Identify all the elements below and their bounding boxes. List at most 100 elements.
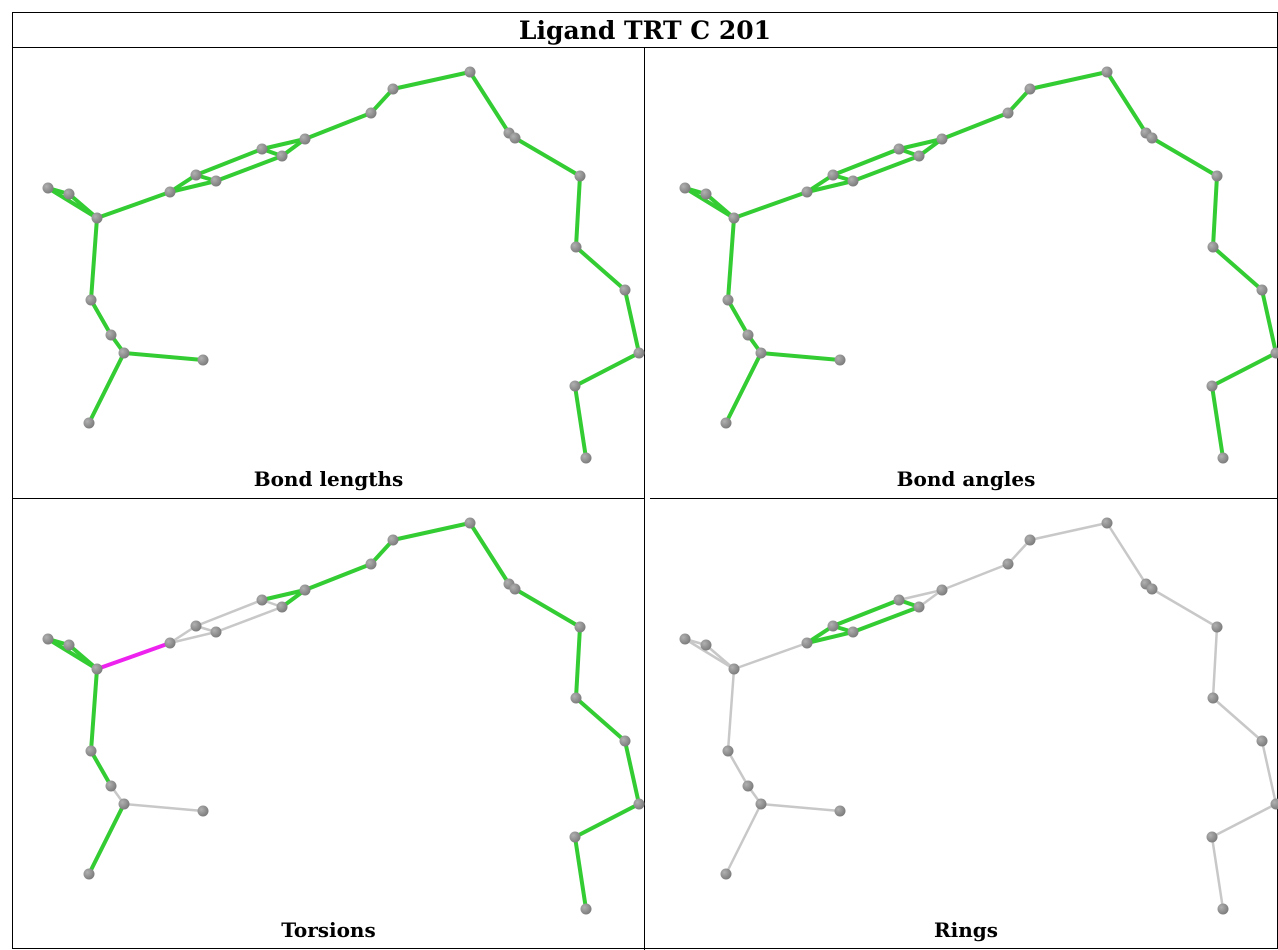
bond-ok: [515, 138, 580, 176]
bond-ok: [515, 589, 580, 627]
atom: [191, 170, 202, 181]
atom: [257, 144, 268, 155]
atom: [571, 242, 582, 253]
atom: [300, 585, 311, 596]
atom: [277, 602, 288, 613]
atom: [300, 134, 311, 145]
atom: [86, 295, 97, 306]
atom: [802, 638, 813, 649]
atom: [86, 746, 97, 757]
bond-ok: [853, 607, 919, 632]
atom: [723, 295, 734, 306]
bond-ok: [393, 523, 470, 540]
bond-ok: [706, 194, 734, 218]
bond-none: [196, 600, 262, 626]
atom: [1212, 622, 1223, 633]
atom: [729, 664, 740, 675]
figure-table: Ligand TRT C 201 Bond lengths Bond angle…: [12, 12, 1278, 949]
bond-none: [1213, 698, 1262, 741]
atom: [575, 171, 586, 182]
atom: [620, 736, 631, 747]
bond-none: [124, 804, 203, 811]
atom: [465, 518, 476, 529]
atom: [701, 189, 712, 200]
panel-caption-rings: Rings: [650, 918, 1278, 942]
bond-ok: [575, 353, 639, 386]
atom: [828, 170, 839, 181]
atom: [64, 640, 75, 651]
bond-ok: [728, 300, 748, 335]
atom: [92, 664, 103, 675]
bond-ok: [575, 804, 639, 837]
bond-ok: [1212, 353, 1276, 386]
bond-outlier: [97, 643, 170, 669]
bond-ok: [576, 698, 625, 741]
atom: [64, 189, 75, 200]
bond-ok: [576, 176, 580, 247]
panel-bond-lengths: Bond lengths: [13, 48, 645, 499]
bond-ok: [1152, 138, 1217, 176]
bond-none: [942, 564, 1008, 590]
panel-caption-bond-lengths: Bond lengths: [13, 467, 644, 491]
atom: [743, 330, 754, 341]
atom: [570, 381, 581, 392]
bond-none: [1152, 589, 1217, 627]
bond-none: [726, 804, 761, 874]
bond-ok: [89, 804, 124, 874]
atom: [1212, 171, 1223, 182]
atom: [729, 213, 740, 224]
atom: [366, 108, 377, 119]
bond-none: [1030, 523, 1107, 540]
bond-ok: [1213, 176, 1217, 247]
atom: [570, 832, 581, 843]
bond-ok: [470, 72, 509, 133]
atom: [1025, 84, 1036, 95]
atom: [581, 904, 592, 915]
bond-ok: [575, 837, 586, 909]
molecule-bond-angles: [650, 48, 1278, 499]
atom: [620, 285, 631, 296]
bond-ok: [1262, 290, 1276, 353]
panel-caption-torsions: Torsions: [13, 918, 644, 942]
bond-none: [1262, 741, 1276, 804]
bond-ok: [91, 751, 111, 786]
atom: [1218, 453, 1229, 464]
atom: [277, 151, 288, 162]
atom: [465, 67, 476, 78]
bond-ok: [625, 290, 639, 353]
atom: [191, 621, 202, 632]
bond-ok: [470, 523, 509, 584]
atom: [894, 144, 905, 155]
bond-ok: [305, 564, 371, 590]
atom: [802, 187, 813, 198]
bond-ok: [833, 149, 899, 175]
bond-ok: [1030, 72, 1107, 89]
atom: [571, 693, 582, 704]
atom: [1003, 108, 1014, 119]
molecule-bond-lengths: [13, 48, 645, 499]
panel-rings: Rings: [650, 499, 1278, 950]
atom: [1208, 242, 1219, 253]
atom: [165, 187, 176, 198]
bond-none: [216, 607, 282, 632]
atom: [937, 134, 948, 145]
atom: [1218, 904, 1229, 915]
atom: [1257, 736, 1268, 747]
atom: [848, 627, 859, 638]
atom: [835, 355, 846, 366]
bond-none: [1213, 627, 1217, 698]
atom: [1147, 584, 1158, 595]
atom: [198, 806, 209, 817]
bond-ok: [97, 192, 170, 218]
bond-ok: [576, 627, 580, 698]
atom: [106, 330, 117, 341]
atom: [211, 627, 222, 638]
bond-ok: [91, 669, 97, 751]
atom: [581, 453, 592, 464]
atom: [835, 806, 846, 817]
bond-ok: [761, 353, 840, 360]
bond-ok: [625, 741, 639, 804]
atom: [914, 151, 925, 162]
atom: [165, 638, 176, 649]
atom: [366, 559, 377, 570]
